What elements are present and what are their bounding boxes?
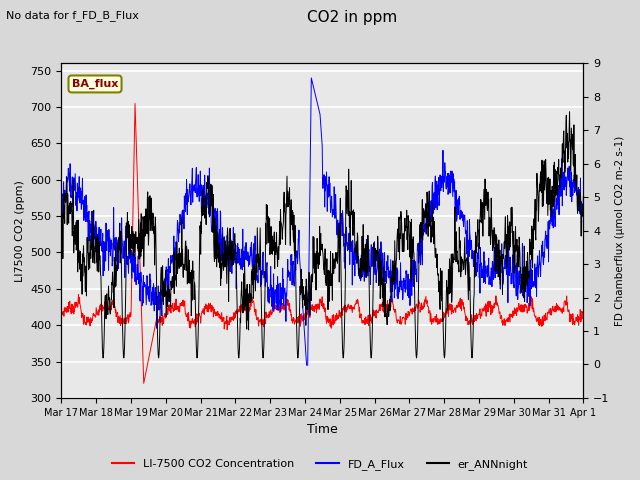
Y-axis label: FD Chamberflux (μmol CO2 m-2 s-1): FD Chamberflux (μmol CO2 m-2 s-1) bbox=[615, 135, 625, 326]
Legend: LI-7500 CO2 Concentration, FD_A_Flux, er_ANNnight: LI-7500 CO2 Concentration, FD_A_Flux, er… bbox=[108, 455, 532, 474]
X-axis label: Time: Time bbox=[307, 423, 338, 436]
Text: CO2 in ppm: CO2 in ppm bbox=[307, 10, 397, 24]
Y-axis label: LI7500 CO2 (ppm): LI7500 CO2 (ppm) bbox=[15, 180, 25, 282]
Text: No data for f_FD_B_Flux: No data for f_FD_B_Flux bbox=[6, 10, 140, 21]
Text: BA_flux: BA_flux bbox=[72, 79, 118, 89]
